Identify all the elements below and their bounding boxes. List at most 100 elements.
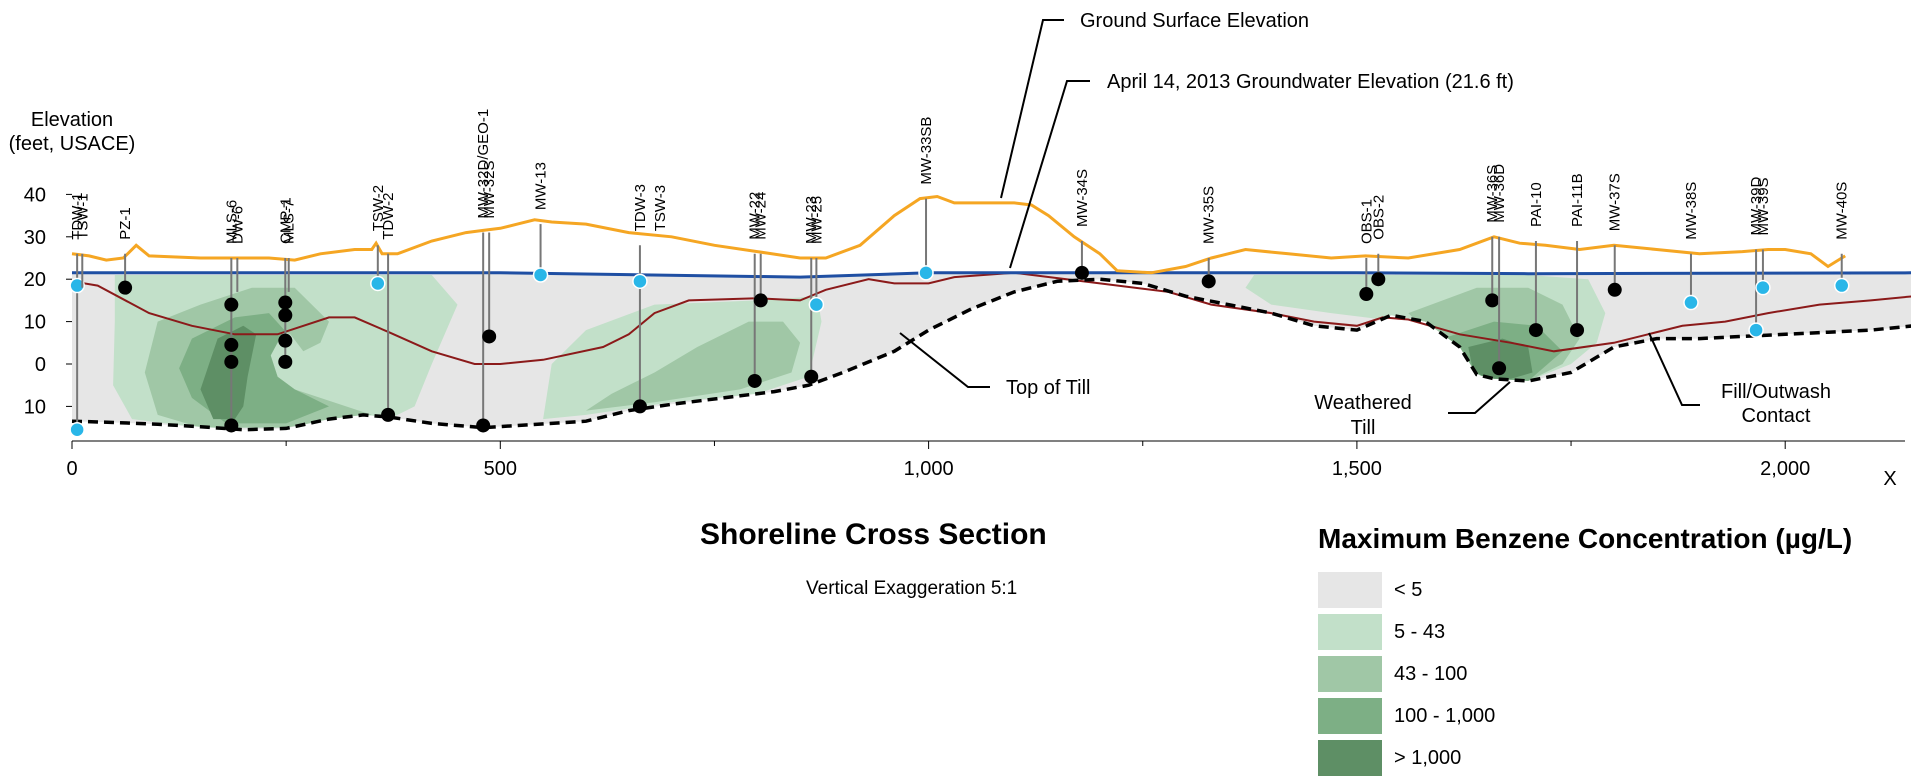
x-axis-label: X bbox=[1883, 468, 1896, 490]
y-tick-label: 30 bbox=[24, 227, 46, 249]
well-label: MW-34S bbox=[1074, 169, 1091, 227]
sample-point bbox=[747, 373, 762, 388]
x-axis: 0 500 1,000 1,500 2,000 bbox=[66, 440, 1905, 480]
sample-point bbox=[224, 297, 239, 312]
well-label: MW-39D bbox=[1748, 176, 1765, 235]
sample-point bbox=[1492, 361, 1507, 376]
well-label: PAI-11B bbox=[1569, 173, 1586, 227]
figure-subtitle: Vertical Exaggeration 5:1 bbox=[806, 578, 1018, 599]
well-tdw-3: TDW-3 TSW-3 bbox=[632, 184, 669, 414]
well-tsw-2: TSW-2 bbox=[370, 185, 387, 292]
well-label: MW-39S bbox=[1755, 177, 1772, 235]
well-mls-7: MLS-7 bbox=[281, 200, 298, 292]
well-label: DW-6 bbox=[229, 206, 246, 244]
legend-label: 100 - 1,000 bbox=[1394, 704, 1496, 727]
legend-label: < 5 bbox=[1394, 578, 1423, 601]
well-label: MW-22 bbox=[747, 192, 764, 240]
well-label: MW-32S bbox=[481, 160, 498, 218]
callout-till-leader bbox=[899, 332, 990, 388]
y-axis: 40 30 20 10 0 10 bbox=[24, 184, 72, 418]
legend-title: Maximum Benzene Concentration (µg/L) bbox=[1318, 523, 1853, 554]
x-tick-label: 500 bbox=[484, 458, 517, 480]
well-mw-23: MW-23 bbox=[803, 196, 820, 384]
legend-item: 100 - 1,000 bbox=[1318, 695, 1898, 737]
well-obs-1: OBS-1 bbox=[1358, 199, 1375, 302]
well-mw-36d: MW-36D bbox=[1491, 164, 1508, 376]
y-axis-label-line1: Elevation bbox=[31, 109, 113, 131]
well-label: OBS-2 bbox=[1370, 195, 1387, 240]
callout-fill-leader bbox=[1648, 332, 1700, 406]
well-label: TDW-3 bbox=[632, 184, 649, 231]
well-mw-37s: MW-37S bbox=[1607, 173, 1624, 297]
well-label: MW-13 bbox=[533, 162, 550, 210]
sample-point bbox=[482, 329, 497, 344]
well-label: PAI-10 bbox=[1528, 182, 1545, 227]
well-label: PZ-1 bbox=[117, 207, 134, 240]
well-mw-39s: MW-39S bbox=[1755, 177, 1772, 296]
callout-till-label: Top of Till bbox=[1006, 377, 1090, 399]
callout-ground-surface: Ground Surface Elevation bbox=[1000, 10, 1309, 199]
well-mls-6: MLS-6 bbox=[223, 200, 240, 433]
plume-zone bbox=[200, 325, 257, 420]
legend-label: > 1,000 bbox=[1394, 746, 1462, 769]
sample-point bbox=[1359, 287, 1374, 302]
legend-item: 43 - 100 bbox=[1318, 653, 1898, 695]
sample-point bbox=[278, 295, 293, 310]
legend-label: 43 - 100 bbox=[1394, 662, 1468, 685]
sample-point bbox=[632, 273, 648, 290]
sample-point bbox=[1683, 294, 1699, 311]
sample-point bbox=[278, 333, 293, 348]
callout-gw-leader bbox=[1009, 80, 1090, 269]
sample-point bbox=[532, 267, 549, 283]
well-dw-6: DW-6 bbox=[229, 206, 246, 292]
well-label: MW-23 bbox=[803, 196, 820, 244]
sample-point bbox=[1074, 265, 1089, 280]
well-label: TDW-1 bbox=[69, 193, 86, 240]
well-label: TDW-2 bbox=[380, 193, 397, 240]
callout-ground-leader bbox=[1000, 19, 1064, 199]
legend-swatch bbox=[1318, 740, 1382, 776]
legend-swatch bbox=[1318, 572, 1382, 608]
sample-point bbox=[118, 280, 133, 295]
well-label: MW-37S bbox=[1607, 173, 1624, 231]
x-tick-label: 1,000 bbox=[904, 458, 954, 480]
callout-top-of-till: Top of Till bbox=[899, 332, 1090, 399]
well-label: MW-36S bbox=[1484, 165, 1501, 223]
legend-label: 5 - 43 bbox=[1394, 620, 1446, 643]
well-label: MW-36D bbox=[1491, 164, 1508, 223]
y-tick-label: 20 bbox=[24, 269, 46, 291]
y-tick-label: 0 bbox=[35, 354, 46, 376]
y-tick-label: 10 bbox=[24, 312, 46, 334]
well-label: MW-25 bbox=[808, 196, 825, 244]
well-label: TSW-1 bbox=[74, 193, 91, 239]
well-mw-34s: MW-34S bbox=[1074, 169, 1091, 280]
callout-fill-label-1: Fill/Outwash bbox=[1721, 381, 1831, 403]
well-mw-36s: MW-36S bbox=[1484, 165, 1501, 308]
well-label: MW-40S bbox=[1834, 182, 1851, 240]
well-label: CMP-1 bbox=[277, 197, 294, 244]
well-label: TSW-2 bbox=[370, 185, 387, 231]
sample-point bbox=[632, 399, 647, 414]
well-label: OBS-1 bbox=[1358, 199, 1375, 244]
callout-groundwater: April 14, 2013 Groundwater Elevation (21… bbox=[1009, 71, 1514, 269]
legend-swatch bbox=[1318, 656, 1382, 692]
callout-gw-label: April 14, 2013 Groundwater Elevation (21… bbox=[1107, 71, 1514, 93]
well-label: MLS-6 bbox=[223, 200, 240, 244]
well-mw-24: MW-24 bbox=[753, 192, 770, 308]
legend: Maximum Benzene Concentration (µg/L) < 5… bbox=[1318, 523, 1898, 779]
sample-point bbox=[753, 293, 768, 308]
legend-swatch bbox=[1318, 614, 1382, 650]
well-mw-13: MW-13 bbox=[532, 162, 550, 283]
legend-swatch bbox=[1318, 698, 1382, 734]
callout-weathered-leader bbox=[1448, 381, 1511, 414]
sample-point bbox=[69, 277, 85, 294]
sample-point bbox=[224, 354, 239, 369]
well-tdw-2: TDW-2 bbox=[380, 193, 397, 422]
well-label: TSW-3 bbox=[652, 185, 669, 231]
well-label: MW-33SB bbox=[918, 117, 935, 185]
legend-item: 5 - 43 bbox=[1318, 611, 1898, 653]
top-of-till-line bbox=[71, 277, 1911, 432]
well-cmp-1: CMP-1 bbox=[277, 197, 294, 369]
legend-item: > 1,000 bbox=[1318, 737, 1898, 779]
